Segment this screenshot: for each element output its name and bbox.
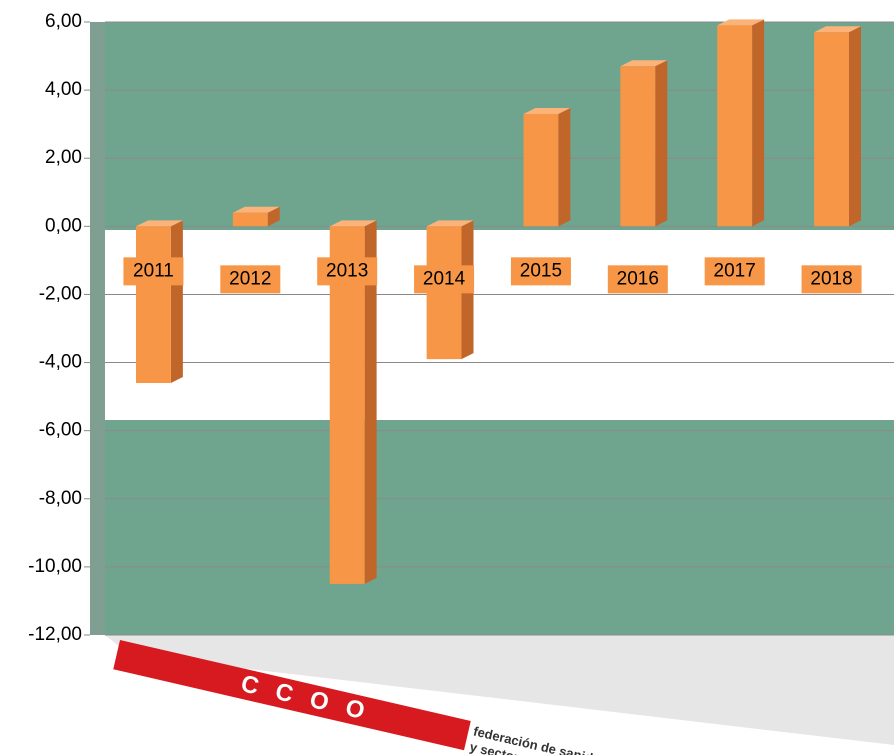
- bar-top: [232, 206, 280, 213]
- x-tick-label: 2016: [617, 268, 659, 289]
- bar-top: [717, 19, 765, 26]
- y-tick-label: -12,00: [28, 624, 82, 645]
- bar-top: [329, 220, 377, 227]
- y-tick-label: -2,00: [39, 283, 82, 304]
- x-tick-label-box: [123, 257, 184, 286]
- bar-side: [752, 19, 765, 227]
- bar: [523, 113, 559, 227]
- y-tick-label: 6,00: [45, 11, 82, 32]
- bar-side: [558, 107, 571, 227]
- bar: [329, 226, 365, 584]
- y-tick-label: 4,00: [45, 79, 82, 100]
- bar-top: [523, 107, 571, 114]
- x-tick-label-box: [704, 257, 765, 286]
- side-wall: [90, 22, 105, 635]
- x-tick-label-box: [510, 257, 571, 286]
- y-tick-label: 2,00: [45, 147, 82, 168]
- bar-top: [136, 220, 183, 227]
- x-tick-label-box: [801, 265, 862, 294]
- x-tick-label-box: [317, 257, 378, 286]
- logo-box: [113, 640, 471, 751]
- y-tick-label: -4,00: [39, 352, 82, 373]
- bar: [620, 66, 656, 227]
- x-tick-label: 2012: [229, 268, 271, 289]
- white-band: [105, 230, 894, 420]
- x-tick-label-box: [607, 265, 668, 294]
- x-tick-label: 2015: [520, 260, 562, 281]
- x-tick-label: 2018: [810, 268, 852, 289]
- x-tick-label: 2014: [423, 268, 466, 289]
- bar-top: [814, 26, 861, 33]
- bar-top: [426, 220, 474, 227]
- x-tick-label: 2017: [714, 260, 756, 281]
- y-tick-label: -8,00: [39, 488, 82, 509]
- bar-side: [849, 26, 861, 227]
- bar: [814, 32, 849, 227]
- y-tick-label: 0,00: [45, 215, 82, 236]
- bar-side: [655, 60, 668, 227]
- bar: [136, 226, 171, 383]
- x-tick-label: 2013: [326, 260, 368, 281]
- x-tick-label-box: [220, 265, 281, 294]
- x-tick-label-box: [414, 265, 475, 294]
- bar: [232, 212, 268, 227]
- bar-top: [620, 60, 668, 67]
- y-tick-label: -6,00: [39, 420, 82, 441]
- bar-side: [364, 220, 377, 584]
- bar: [717, 25, 753, 227]
- floor: [105, 635, 894, 745]
- bar-side: [170, 220, 183, 383]
- bar-side: [267, 206, 280, 227]
- y-tick-label: -10,00: [28, 556, 82, 577]
- x-tick-label: 2011: [133, 260, 174, 281]
